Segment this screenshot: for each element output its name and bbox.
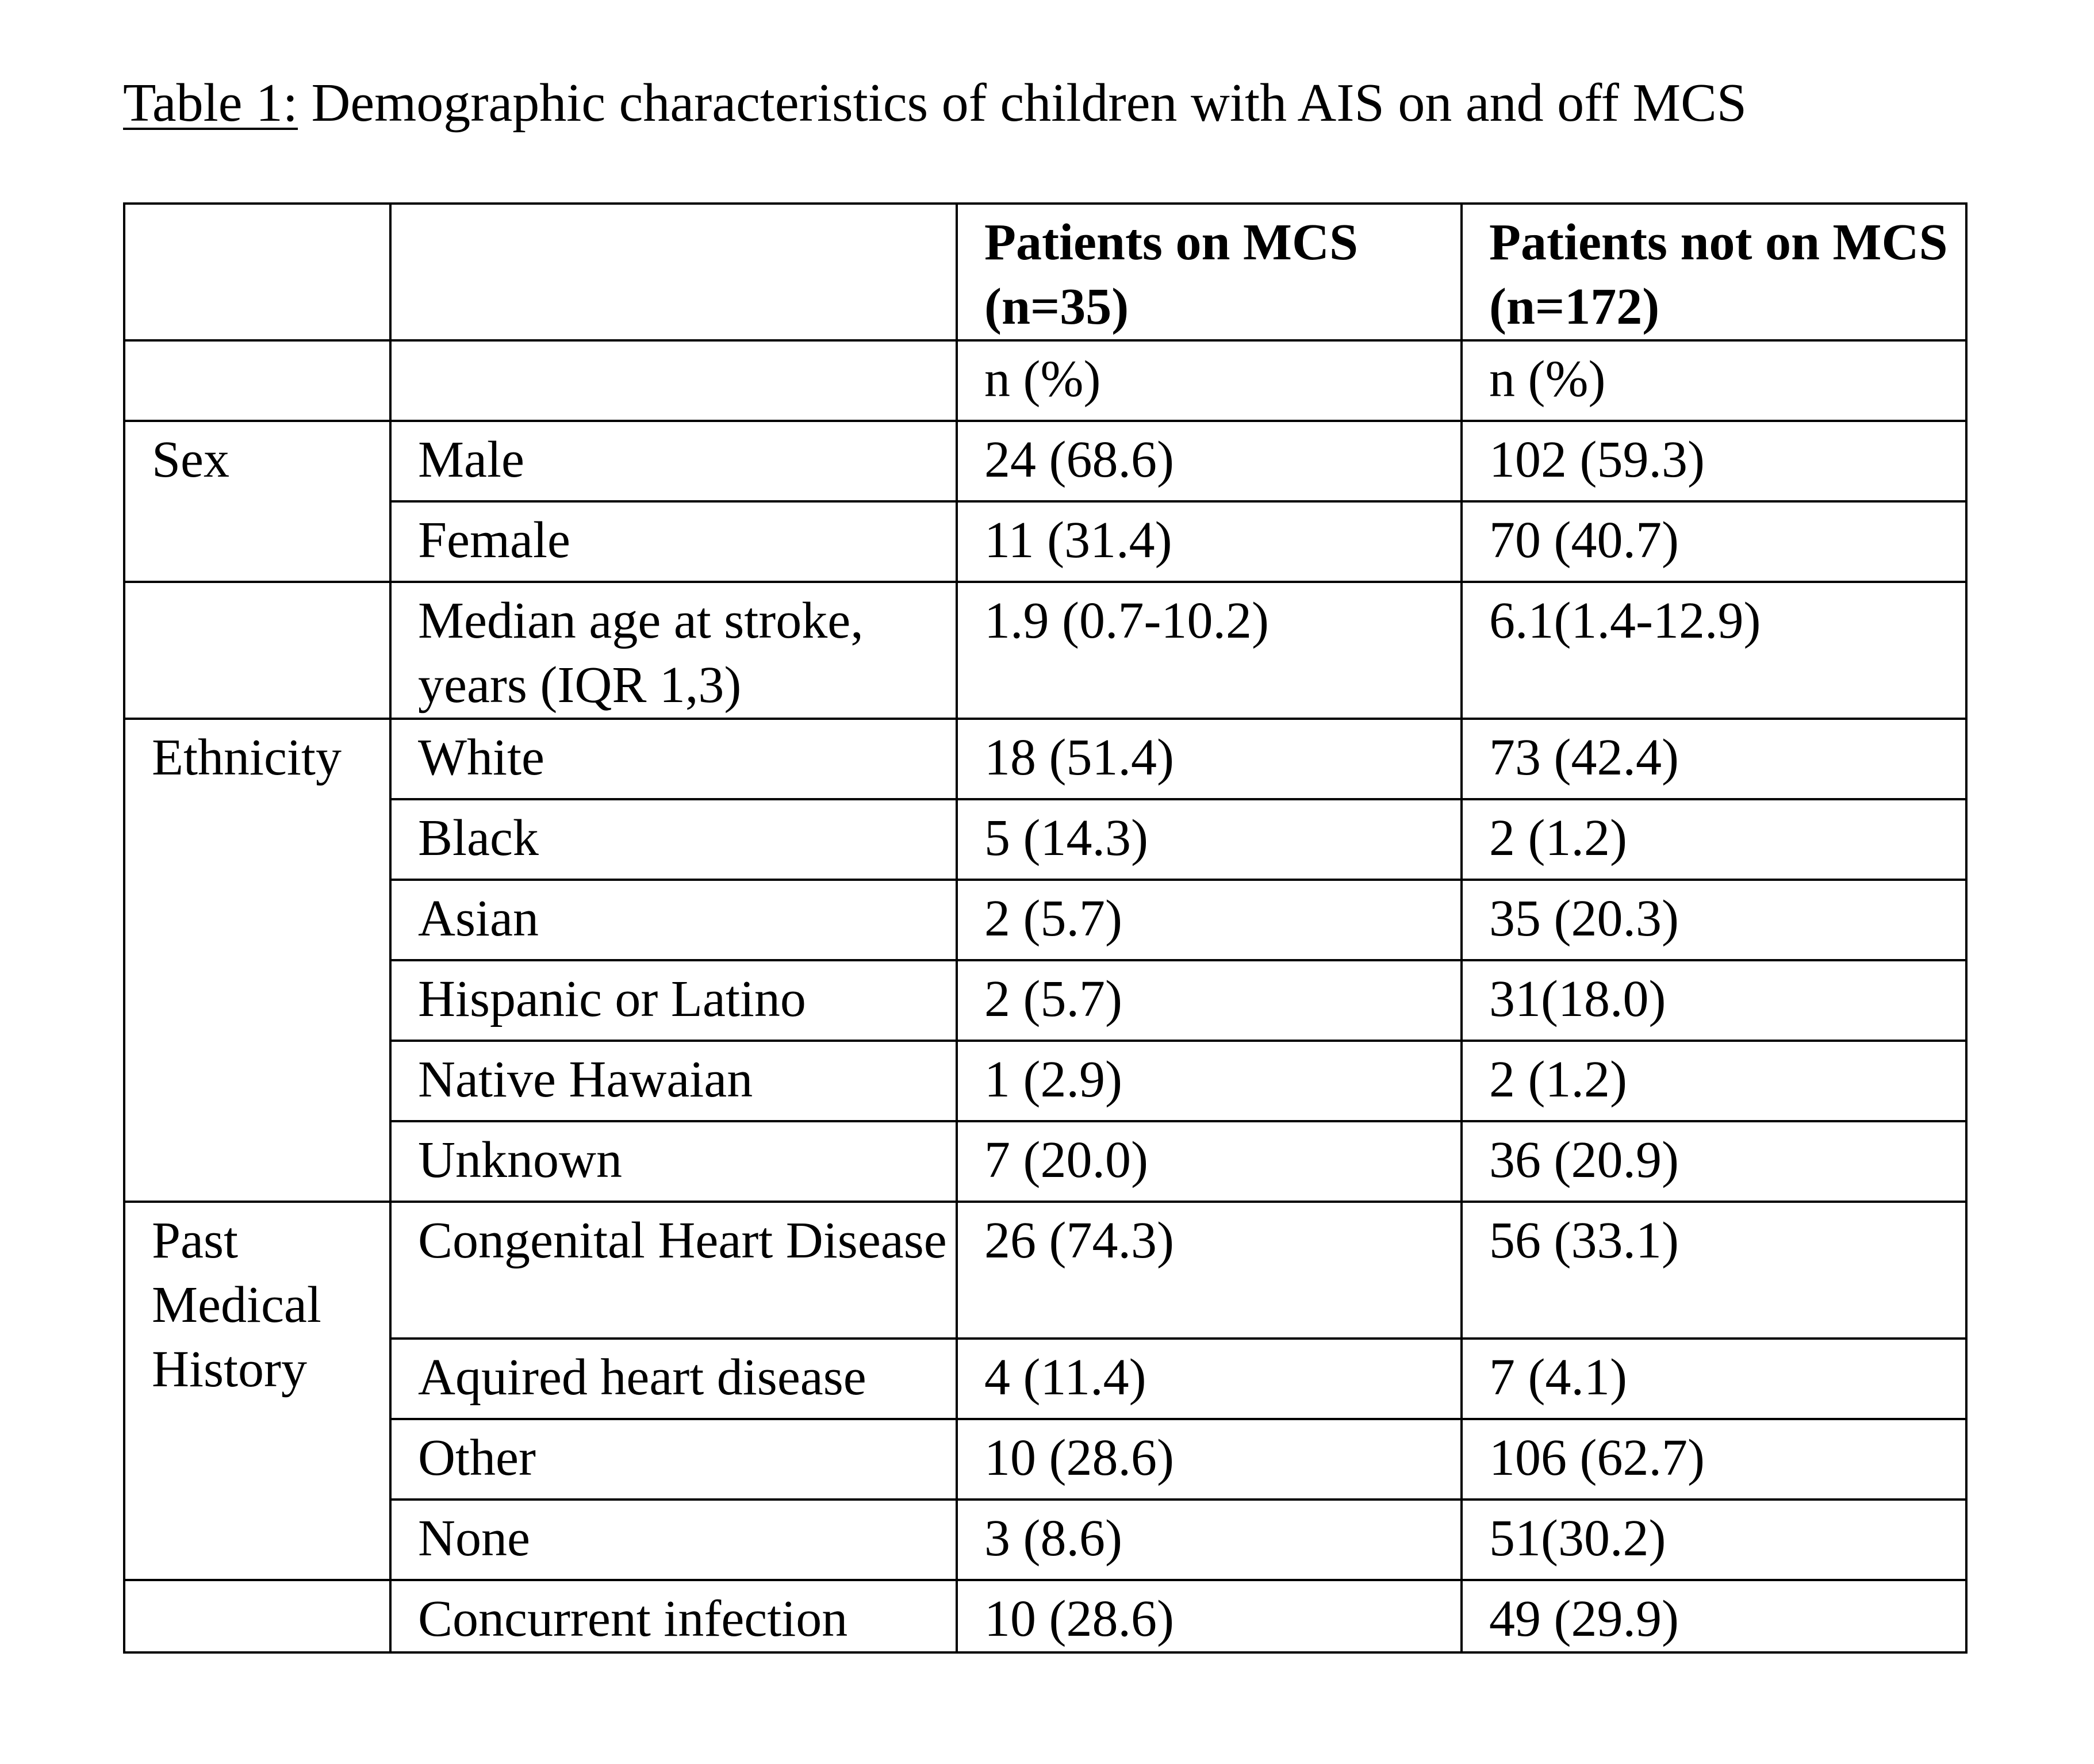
value-on-mcs: 11 (31.4)	[956, 500, 1463, 583]
table-row: Other 10 (28.6) 106 (62.7)	[124, 1418, 1968, 1501]
value-on-mcs: 5 (14.3)	[956, 798, 1463, 881]
row-label: Native Hawaian	[389, 1040, 958, 1122]
row-label: Median age at stroke, years (IQR 1,3)	[389, 581, 958, 720]
group-cell-empty	[123, 1579, 392, 1654]
value-on-mcs: 3 (8.6)	[956, 1498, 1463, 1581]
value-not-on-mcs: 7 (4.1)	[1460, 1337, 1968, 1420]
demographics-table: Patients on MCS (n=35) Patients not on M…	[123, 202, 1968, 1654]
table-row: Asian 2 (5.7) 35 (20.3)	[124, 879, 1968, 961]
header-patients-not-on-mcs: Patients not on MCS (n=172)	[1460, 202, 1968, 342]
group-cell-empty	[123, 581, 392, 720]
row-label: Unknown	[389, 1120, 958, 1203]
value-not-on-mcs: 6.1(1.4-12.9)	[1460, 581, 1968, 720]
group-past-medical-history: Past Medical History	[123, 1201, 392, 1581]
value-not-on-mcs: 2 (1.2)	[1460, 1040, 1968, 1122]
value-not-on-mcs: 56 (33.1)	[1460, 1201, 1968, 1340]
row-label: Hispanic or Latino	[389, 959, 958, 1042]
value-on-mcs: 1.9 (0.7-10.2)	[956, 581, 1463, 720]
value-not-on-mcs: 2 (1.2)	[1460, 798, 1968, 881]
value-on-mcs: 24 (68.6)	[956, 420, 1463, 503]
value-on-mcs: 26 (74.3)	[956, 1201, 1463, 1340]
row-label: Black	[389, 798, 958, 881]
row-label: Male	[389, 420, 958, 503]
value-not-on-mcs: 31(18.0)	[1460, 959, 1968, 1042]
group-ethnicity: Ethnicity	[123, 718, 392, 1203]
table-row: Unknown 7 (20.0) 36 (20.9)	[124, 1120, 1968, 1203]
value-on-mcs: 10 (28.6)	[956, 1579, 1463, 1654]
value-not-on-mcs: 49 (29.9)	[1460, 1579, 1968, 1654]
units-cell-empty	[389, 339, 958, 422]
table-caption-label: Table 1:	[123, 73, 298, 133]
units-not-on-mcs: n (%)	[1460, 339, 1968, 422]
group-sex: Sex	[123, 420, 392, 583]
value-on-mcs: 4 (11.4)	[956, 1337, 1463, 1420]
value-on-mcs: 1 (2.9)	[956, 1040, 1463, 1122]
header-cell-empty	[123, 202, 392, 342]
value-not-on-mcs: 102 (59.3)	[1460, 420, 1968, 503]
value-not-on-mcs: 73 (42.4)	[1460, 718, 1968, 800]
units-on-mcs: n (%)	[956, 339, 1463, 422]
table-row: Ethnicity White 18 (51.4) 73 (42.4)	[123, 718, 1968, 1203]
table-row: Female 11 (31.4) 70 (40.7)	[124, 500, 1968, 583]
row-label: White	[389, 718, 958, 800]
value-on-mcs: 10 (28.6)	[956, 1418, 1463, 1501]
value-on-mcs: 2 (5.7)	[956, 959, 1463, 1042]
value-on-mcs: 18 (51.4)	[956, 718, 1463, 800]
value-not-on-mcs: 35 (20.3)	[1460, 879, 1968, 961]
value-on-mcs: 2 (5.7)	[956, 879, 1463, 961]
row-label: Other	[389, 1418, 958, 1501]
row-label: Asian	[389, 879, 958, 961]
table-header-row: Patients on MCS (n=35) Patients not on M…	[123, 202, 1968, 342]
table-row: Black 5 (14.3) 2 (1.2)	[124, 798, 1968, 881]
table-row: Past Medical History Congenital Heart Di…	[123, 1201, 1968, 1581]
table-row: Native Hawaian 1 (2.9) 2 (1.2)	[124, 1040, 1968, 1122]
header-cell-empty	[389, 202, 958, 342]
value-on-mcs: 7 (20.0)	[956, 1120, 1463, 1203]
table-row: None 3 (8.6) 51(30.2)	[124, 1498, 1968, 1581]
value-not-on-mcs: 70 (40.7)	[1460, 500, 1968, 583]
row-label: Aquired heart disease	[389, 1337, 958, 1420]
value-not-on-mcs: 36 (20.9)	[1460, 1120, 1968, 1203]
table-row: Sex Male 24 (68.6) 102 (59.3)	[123, 420, 1968, 583]
row-label: Female	[389, 500, 958, 583]
table-caption-text: Demographic characteristics of children …	[298, 73, 1747, 133]
units-row: n (%) n (%)	[123, 339, 1968, 422]
row-label: None	[389, 1498, 958, 1581]
row-label: Congenital Heart Disease	[389, 1201, 958, 1340]
value-not-on-mcs: 51(30.2)	[1460, 1498, 1968, 1581]
table-row: Median age at stroke, years (IQR 1,3) 1.…	[123, 581, 1968, 720]
table-row: Concurrent infection 10 (28.6) 49 (29.9)	[123, 1579, 1968, 1654]
row-label: Concurrent infection	[389, 1579, 958, 1654]
units-cell-empty	[123, 339, 392, 422]
table-row: Aquired heart disease 4 (11.4) 7 (4.1)	[124, 1337, 1968, 1420]
table-row: Hispanic or Latino 2 (5.7) 31(18.0)	[124, 959, 1968, 1042]
table-caption: Table 1: Demographic characteristics of …	[123, 71, 1747, 135]
header-patients-on-mcs: Patients on MCS (n=35)	[956, 202, 1463, 342]
value-not-on-mcs: 106 (62.7)	[1460, 1418, 1968, 1501]
